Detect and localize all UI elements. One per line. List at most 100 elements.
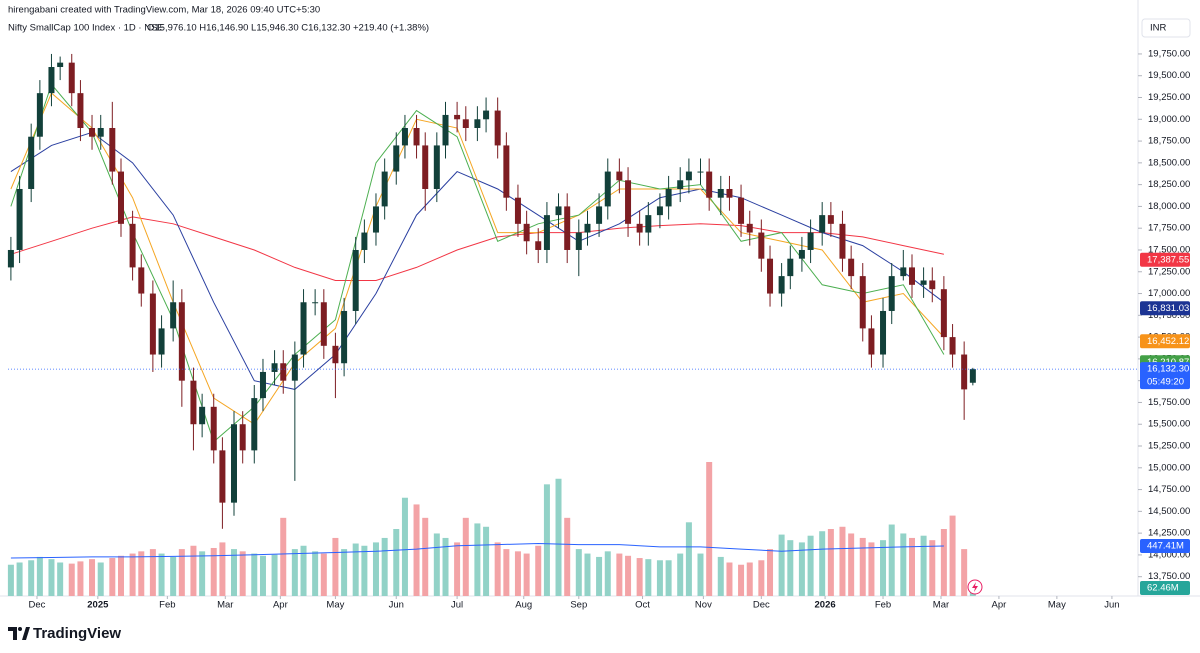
price-tag	[1140, 362, 1190, 390]
candle-body	[746, 223, 753, 233]
volume-bar	[393, 529, 400, 596]
x-tick-label: Mar	[217, 600, 233, 611]
candle-body	[677, 180, 684, 189]
price-tag-label: 17,387.55	[1147, 254, 1189, 265]
x-tick-label: Apr	[992, 600, 1007, 611]
candle-body	[535, 241, 542, 250]
candle-body	[239, 424, 246, 451]
volume-bar	[880, 540, 887, 596]
volume-bar	[697, 553, 704, 596]
candle-body	[584, 223, 591, 233]
price-tag-label: 16,452.12	[1147, 336, 1189, 347]
alert-bolt	[972, 582, 978, 592]
candle-body	[199, 406, 206, 425]
volume-bar	[361, 545, 368, 596]
candle-body	[888, 276, 895, 311]
price-tag	[1140, 301, 1190, 316]
volume-bar	[677, 553, 684, 596]
candle-body	[685, 171, 692, 181]
y-tick-label: 15,500.00	[1148, 419, 1190, 430]
volume-bar	[900, 533, 907, 596]
price-tag	[1140, 252, 1190, 267]
candle-body	[604, 171, 611, 207]
candle-body	[900, 267, 907, 277]
volume-bar	[352, 543, 359, 596]
candle-body	[219, 450, 226, 503]
volume-bar	[746, 562, 753, 596]
volume-bar	[535, 545, 542, 596]
volume-bar	[239, 551, 246, 596]
credit: hirengabani created with TradingView.com…	[8, 5, 320, 16]
candle-body	[625, 180, 632, 224]
volume-bar	[929, 540, 936, 596]
logo: TradingView	[33, 625, 121, 642]
volume-bar	[474, 523, 481, 596]
x-tick-label: Oct	[635, 600, 650, 611]
candle-body	[312, 302, 319, 304]
volume-bar	[665, 560, 672, 596]
price-tag-label: 16,132.30	[1147, 364, 1189, 375]
y-tick-label: 17,000.00	[1148, 288, 1190, 299]
volume-bar	[118, 555, 124, 596]
candle-body	[36, 93, 43, 137]
moving-average	[10, 216, 945, 281]
volume-bar	[190, 545, 197, 596]
candle-body	[555, 206, 562, 216]
volume-bar	[523, 553, 530, 596]
currency-box[interactable]	[1141, 18, 1191, 38]
candle-body	[665, 188, 672, 207]
candle-body	[89, 127, 96, 137]
candle-body	[97, 127, 104, 137]
y-tick-label: 19,000.00	[1148, 114, 1190, 125]
y-tick-label: 17,500.00	[1148, 244, 1190, 255]
volume-bar	[97, 562, 104, 596]
volume-bar	[483, 526, 490, 596]
candle-body	[961, 354, 968, 390]
currency: INR	[1150, 23, 1167, 34]
candle-body	[320, 302, 327, 346]
candle-body	[503, 145, 510, 198]
volume-bar	[848, 533, 855, 596]
candle-body	[827, 215, 834, 224]
y-tick-label: 17,250.00	[1148, 266, 1190, 277]
volume-bar	[381, 537, 388, 596]
y-tick-label: 14,750.00	[1148, 484, 1190, 495]
y-tick-label: 18,750.00	[1148, 136, 1190, 147]
volume-bar	[158, 553, 165, 596]
x-tick-label: Feb	[875, 600, 891, 611]
logo-mark	[8, 627, 30, 640]
candle-body	[474, 119, 481, 128]
candle-body	[28, 136, 35, 189]
volume-bar	[909, 537, 915, 596]
candle-body	[138, 267, 145, 294]
x-tick-label: Jul	[451, 600, 463, 611]
candle-body	[909, 267, 915, 285]
volume-bar	[940, 529, 947, 596]
volume-bar	[868, 542, 875, 596]
candle-body	[422, 145, 429, 189]
volume-bar	[636, 558, 643, 596]
x-tick-label: Nov	[695, 600, 712, 611]
volume-bar	[271, 554, 278, 596]
candle-body	[798, 249, 805, 259]
candle-body	[656, 206, 663, 216]
volume-bar	[564, 517, 571, 596]
volume-bar	[89, 559, 96, 596]
candle-body	[280, 363, 287, 381]
volume-bar	[300, 545, 307, 596]
volume-bar	[685, 522, 692, 596]
volume-bar	[503, 549, 510, 596]
candle-body	[738, 197, 745, 224]
volume-bar	[616, 553, 623, 596]
volume-bar	[514, 551, 521, 596]
candle-body	[929, 280, 936, 290]
volume-bar	[596, 556, 603, 596]
volume-bar	[401, 497, 408, 596]
x-tick-label: Jun	[389, 600, 404, 611]
volume-bar	[726, 562, 733, 596]
candle-body	[848, 258, 855, 277]
candle-body	[575, 232, 582, 250]
ohlc: O15,976.10 H16,146.90 L15,946.30 C16,132…	[147, 23, 429, 34]
y-tick-label: 15,750.00	[1148, 397, 1190, 408]
